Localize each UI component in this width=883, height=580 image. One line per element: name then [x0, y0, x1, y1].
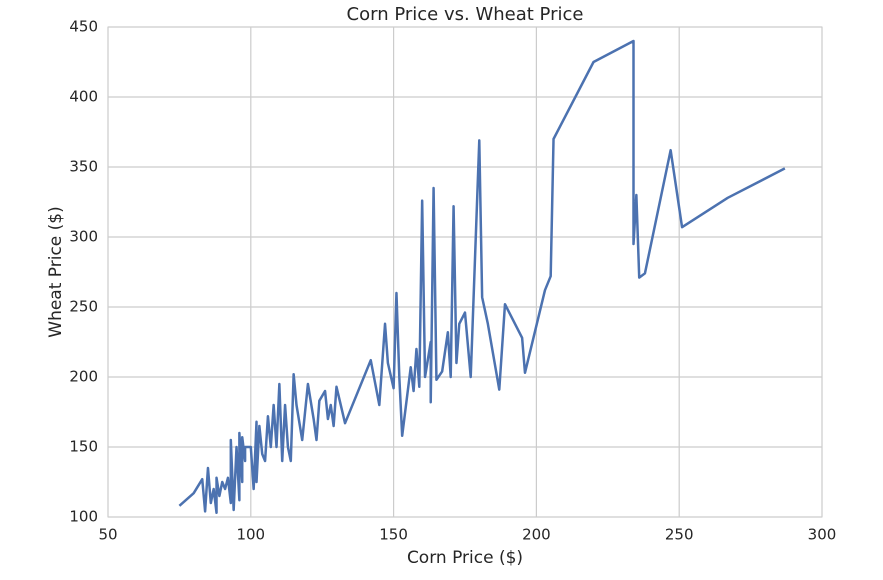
x-tick-label: 100 — [236, 526, 265, 544]
x-tick-label: 300 — [808, 526, 837, 544]
y-tick-label: 200 — [69, 368, 98, 386]
x-tick-label: 250 — [665, 526, 694, 544]
y-tick-label: 100 — [69, 508, 98, 526]
plot-area — [107, 26, 823, 518]
data-line — [178, 39, 786, 515]
x-tick-label: 200 — [522, 526, 551, 544]
y-tick-label: 400 — [69, 88, 98, 106]
y-tick-label: 350 — [69, 158, 98, 176]
x-tick-label: 150 — [379, 526, 408, 544]
y-tick-label: 250 — [69, 298, 98, 316]
y-tick-label: 300 — [69, 228, 98, 246]
y-axis-label: Wheat Price ($) — [46, 206, 66, 337]
y-tick-label: 450 — [69, 18, 98, 36]
y-tick-label: 150 — [69, 438, 98, 456]
x-axis-label: Corn Price ($) — [407, 548, 523, 568]
x-tick-label: 50 — [98, 526, 117, 544]
chart-title: Corn Price vs. Wheat Price — [347, 4, 584, 25]
